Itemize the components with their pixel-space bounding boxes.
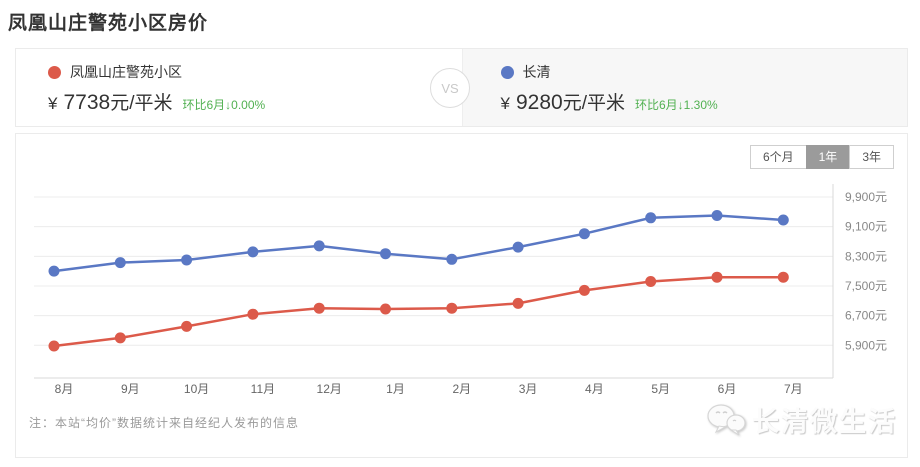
svg-text:9,900元: 9,900元 <box>845 190 887 204</box>
price-compare-panel: 凤凰山庄警苑小区 ¥ 7738 元/平米 环比6月↓0.00% 长清 ¥ 928… <box>15 48 908 127</box>
svg-text:7月: 7月 <box>784 382 803 396</box>
svg-text:4月: 4月 <box>585 382 604 396</box>
watermark-text: 长清微生活 <box>752 407 897 437</box>
district-price-value: 9280 <box>515 91 563 114</box>
community-series-dot-icon <box>48 65 61 79</box>
community-price-panel: 凤凰山庄警苑小区 ¥ 7738 元/平米 环比6月↓0.00% <box>16 49 462 126</box>
chart-section: 6个月 1年 3年 9,900元 9,100元 8,300元 7,500元 6,700元… <box>15 133 908 458</box>
svg-text:11月: 11月 <box>251 382 275 396</box>
svg-text:9,100元: 9,100元 <box>845 220 887 234</box>
price-trend-line-chart[interactable]: 9,900元 9,100元 8,300元 7,500元 6,700元 5,900元 8月 9月… <box>16 134 907 457</box>
page-title: 凤凰山庄警苑小区房价 <box>8 13 209 34</box>
svg-text:7,500元: 7,500元 <box>845 279 887 293</box>
community-name: 凤凰山庄警苑小区 <box>70 64 182 80</box>
svg-text:9月: 9月 <box>121 382 140 396</box>
svg-text:10月: 10月 <box>184 382 209 396</box>
svg-text:3月: 3月 <box>519 382 538 396</box>
community-price-change: 环比6月↓0.00% <box>182 98 266 112</box>
district-price-unit: 元/平米 <box>562 93 625 114</box>
currency-symbol: ¥ <box>48 94 58 113</box>
data-source-note: 注：本站“均价”数据统计来自经纪人发布的信息 <box>29 416 299 430</box>
community-price-unit: 元/平米 <box>110 93 173 114</box>
district-series-dot-icon <box>500 65 514 79</box>
svg-text:12月: 12月 <box>317 382 342 396</box>
svg-text:1月: 1月 <box>386 382 405 396</box>
currency-symbol: ¥ <box>500 94 510 113</box>
vs-badge: VS <box>430 68 470 108</box>
range-1year-button[interactable]: 1年 <box>805 145 851 169</box>
svg-text:2月: 2月 <box>452 382 471 396</box>
vs-badge-label: VS <box>441 80 459 96</box>
svg-text:6月: 6月 <box>718 382 737 396</box>
svg-text:6,700元: 6,700元 <box>845 309 887 323</box>
range-3year-button[interactable]: 3年 <box>849 145 894 169</box>
svg-text:8月: 8月 <box>55 382 74 396</box>
svg-text:8,300元: 8,300元 <box>845 249 887 263</box>
community-price-value: 7738 <box>63 91 111 114</box>
district-price-change: 环比6月↓1.30% <box>634 98 718 112</box>
district-price-panel: 长清 ¥ 9280 元/平米 环比6月↓1.30% <box>461 49 907 126</box>
range-6month-button[interactable]: 6个月 <box>749 145 807 169</box>
wechat-bubbles-icon <box>707 403 746 435</box>
svg-text:5,900元: 5,900元 <box>845 338 887 352</box>
time-range-switcher: 6个月 1年 3年 <box>749 145 894 169</box>
svg-text:5月: 5月 <box>651 382 670 396</box>
watermark-logo: 长清微生活 <box>706 400 897 439</box>
district-name: 长清 <box>522 64 551 80</box>
